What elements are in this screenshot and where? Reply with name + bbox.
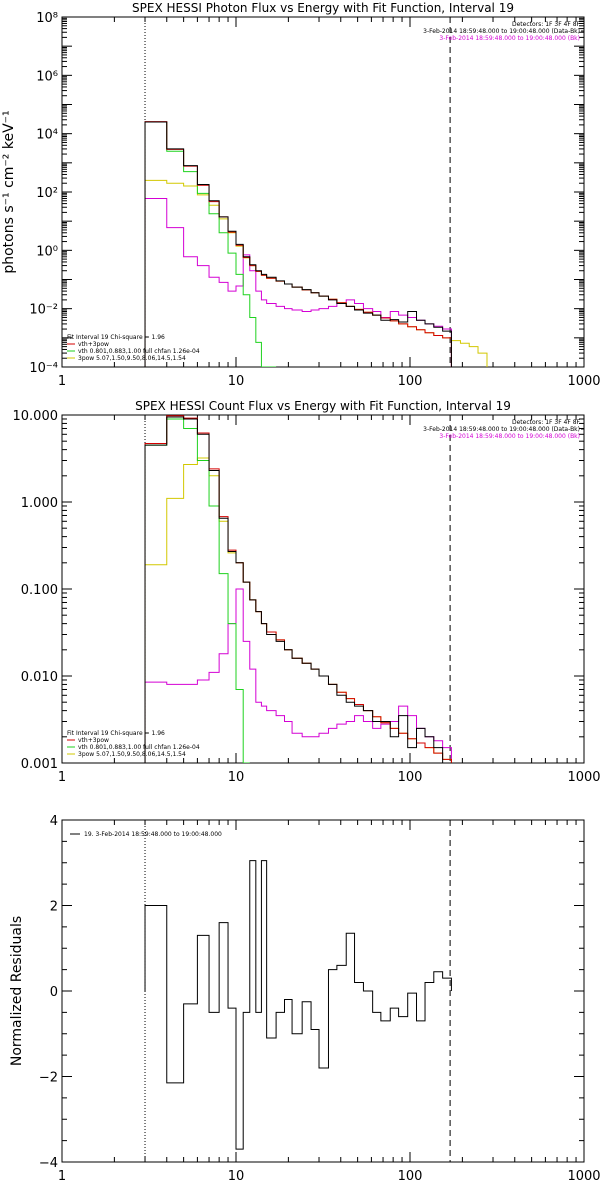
plot-area bbox=[145, 122, 487, 367]
panel-1: SPEX HESSI Photon Flux vs Energy with Fi… bbox=[1, 1, 600, 389]
y-tick-label: 10⁻⁴ bbox=[29, 361, 58, 376]
legend-bottom-left-entry: Fit Interval 19 Chi-square = 1.96 bbox=[67, 334, 165, 341]
x-tick-label: 10 bbox=[228, 1169, 245, 1184]
x-tick-label: 1000 bbox=[567, 374, 600, 389]
y-axis-label: photons s⁻¹ cm⁻² keV⁻¹ bbox=[1, 110, 17, 273]
legend-bottom-left-entry: 3pow 5.07,1.50,9.50,8.06,14.5,1.54 bbox=[78, 355, 186, 362]
series-powerlaw bbox=[145, 180, 487, 367]
legend-top-left-entry: 19. 3-Feb-2014 18:59:48.000 to 19:00:48.… bbox=[84, 831, 222, 838]
series-data bbox=[145, 417, 451, 763]
x-tick-label: 10 bbox=[228, 374, 245, 389]
plot-area bbox=[145, 416, 451, 763]
legend-bottom-left-entry: Fit Interval 19 Chi-square = 1.96 bbox=[67, 730, 165, 737]
legend-bottom-left-entry: vth 0.801,0.883,1.00 full chfan 1.26e-04 bbox=[78, 348, 200, 355]
y-tick-label: −2 bbox=[39, 1071, 58, 1086]
panel-3: 1 10 100 1000 −4 −2 0 2 4 Normalized Residuals 19.… bbox=[9, 814, 600, 1184]
y-tick-label: 0.001 bbox=[21, 757, 58, 772]
x-tick-label: 100 bbox=[398, 1169, 423, 1184]
series-powerlaw bbox=[145, 458, 451, 763]
y-tick-label: 1.000 bbox=[21, 496, 58, 511]
residuals-line bbox=[145, 861, 451, 1150]
legend-top-right-entry: 3-Feb-2014 18:59:48.000 to 19:00:48.000 … bbox=[423, 426, 580, 433]
axis-frame bbox=[62, 17, 584, 367]
series-total bbox=[145, 416, 451, 763]
y-tick-label: 10⁸ bbox=[36, 11, 58, 26]
data-line bbox=[145, 122, 451, 367]
y-tick-label: 10⁻² bbox=[29, 303, 58, 318]
series-total bbox=[145, 122, 451, 367]
y-tick-label: 10² bbox=[36, 186, 58, 201]
y-tick-label: −4 bbox=[39, 1156, 58, 1171]
background-line bbox=[145, 198, 451, 367]
legend-top-right-entry: 3-Feb-2014 18:59:48.000 to 19:00:48.000 … bbox=[423, 28, 580, 35]
x-tick-label: 1 bbox=[58, 374, 66, 389]
legend-bottom-left-entry: vth 0.801,0.883,1.00 full chfan 1.26e-04 bbox=[78, 744, 200, 751]
x-tick-label: 1 bbox=[58, 770, 66, 785]
y-tick-label: 0 bbox=[50, 985, 58, 1000]
data-line bbox=[145, 417, 451, 763]
thermal-line bbox=[145, 419, 250, 763]
series-background bbox=[145, 198, 451, 367]
legend-top-right-entry: Detectors: 1F 3F 4F 8F bbox=[512, 21, 581, 28]
y-tick-label: 0.100 bbox=[21, 583, 58, 598]
y-axis-label: Normalized Residuals bbox=[9, 916, 25, 1066]
chart-title: SPEX HESSI Photon Flux vs Energy with Fi… bbox=[132, 1, 514, 15]
legend-top-right-entry: 3-Feb-2014 18:59:48.000 to 19:00:48.000 … bbox=[439, 35, 580, 42]
y-tick-label: 4 bbox=[50, 814, 58, 829]
axis-frame bbox=[62, 820, 584, 1162]
total-line bbox=[145, 122, 451, 367]
plot-area bbox=[145, 861, 451, 1150]
panel-2: SPEX HESSI Count Flux vs Energy with Fit… bbox=[13, 399, 600, 785]
series-thermal bbox=[145, 419, 250, 763]
x-tick-label: 100 bbox=[398, 374, 423, 389]
legend-bottom-left-entry: vth+3pow bbox=[78, 341, 109, 348]
y-tick-label: 10⁴ bbox=[36, 128, 58, 143]
background-line bbox=[145, 589, 451, 763]
legend-bottom-left-entry: vth+3pow bbox=[78, 737, 109, 744]
series-background bbox=[145, 589, 451, 763]
y-tick-label: 10.000 bbox=[13, 409, 59, 424]
legend-top-right-entry: 3-Feb-2014 18:59:48.000 to 19:00:48.000 … bbox=[439, 433, 580, 440]
powerlaw-line bbox=[145, 458, 451, 763]
thermal-line bbox=[145, 122, 276, 367]
x-tick-label: 1000 bbox=[567, 1169, 600, 1184]
total-line bbox=[145, 416, 451, 763]
legend-bottom-left-entry: 3pow 5.07,1.50,9.50,8.06,14.5,1.54 bbox=[78, 751, 186, 758]
y-tick-label: 10⁰ bbox=[36, 244, 58, 259]
series-residuals bbox=[145, 861, 451, 1150]
x-tick-label: 1 bbox=[58, 1169, 66, 1184]
series-thermal bbox=[145, 122, 276, 367]
x-tick-label: 10 bbox=[228, 770, 245, 785]
x-tick-label: 100 bbox=[398, 770, 423, 785]
powerlaw-line bbox=[145, 180, 487, 367]
x-tick-label: 1000 bbox=[567, 770, 600, 785]
y-tick-label: 2 bbox=[50, 900, 58, 915]
y-tick-label: 10⁶ bbox=[36, 69, 58, 84]
axis-frame bbox=[62, 415, 584, 763]
chart-title: SPEX HESSI Count Flux vs Energy with Fit… bbox=[135, 399, 511, 413]
legend-top-right-entry: Detectors: 1F 3F 4F 8F bbox=[512, 419, 581, 426]
series-data bbox=[145, 122, 451, 367]
y-tick-label: 0.010 bbox=[21, 670, 58, 685]
